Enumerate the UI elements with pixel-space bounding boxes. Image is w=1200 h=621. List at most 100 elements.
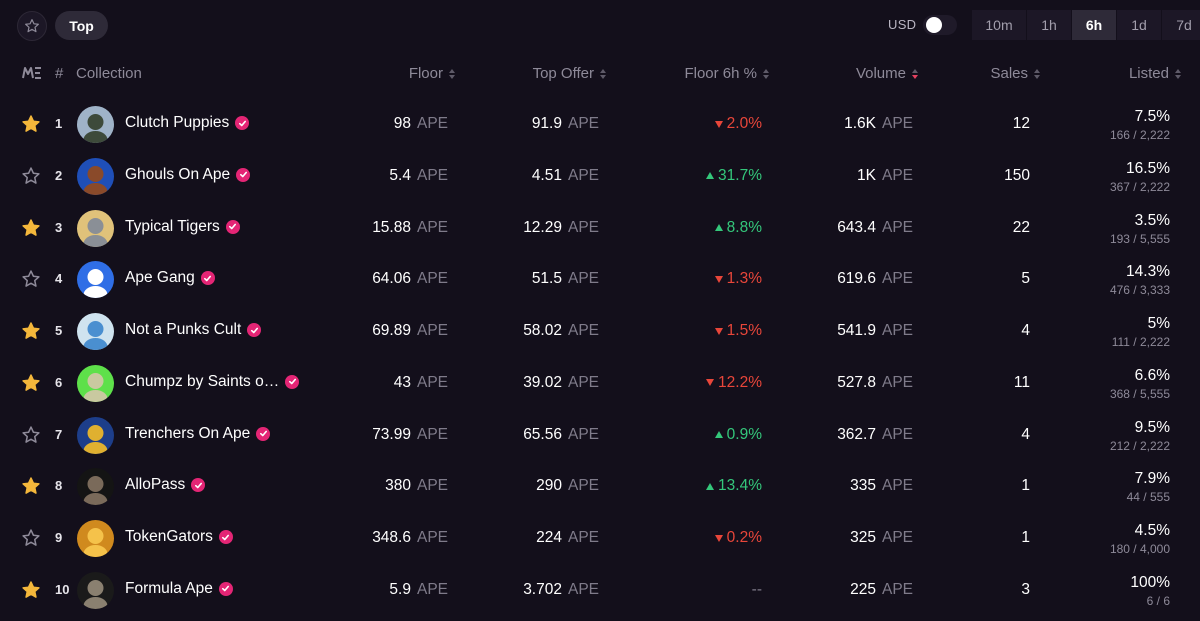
floor-value: 64.06 bbox=[372, 270, 411, 288]
collection-avatar[interactable] bbox=[77, 261, 114, 299]
table-row[interactable]: 1 Clutch Puppies 98 APE 91.9 APE 2.0% 1.6K… bbox=[0, 98, 1200, 150]
favorite-star-icon[interactable] bbox=[21, 580, 41, 600]
favorite-star-icon[interactable] bbox=[21, 373, 41, 393]
column-sales[interactable]: Sales bbox=[990, 65, 1040, 82]
column-floor-change[interactable]: Floor 6h % bbox=[684, 65, 769, 82]
collection-avatar[interactable] bbox=[77, 364, 114, 402]
floor-change: 0.2% bbox=[714, 529, 762, 547]
timeframe-1d[interactable]: 1d bbox=[1117, 10, 1161, 40]
table-row[interactable]: 9 TokenGators 348.6 APE 224 APE 0.2% 325 AP… bbox=[0, 512, 1200, 564]
volume-value: 643.4 bbox=[837, 218, 876, 236]
collection-name-link[interactable]: Chumpz by Saints o… bbox=[125, 373, 300, 391]
collection-name-link[interactable]: Formula Ape bbox=[125, 580, 233, 598]
table-header: # Collection Floor Top Offer Floor 6h % … bbox=[0, 60, 1200, 86]
collection-avatar[interactable] bbox=[77, 571, 114, 609]
column-listed-label: Listed bbox=[1128, 65, 1169, 82]
collection-name-link[interactable]: Clutch Puppies bbox=[125, 114, 250, 132]
table-row[interactable]: 6 Chumpz by Saints o… 43 APE 39.02 APE 12.… bbox=[0, 357, 1200, 409]
listed-percent: 6.6% bbox=[1134, 366, 1170, 384]
volume-value: 541.9 bbox=[837, 322, 876, 339]
collection-name-link[interactable]: Ghouls On Ape bbox=[125, 166, 251, 184]
verified-badge-icon bbox=[256, 426, 271, 441]
table-row[interactable]: 8 AlloPass 380 APE 290 APE 13.4% 335 APE bbox=[0, 460, 1200, 512]
sales-count: 150 bbox=[1004, 166, 1030, 184]
favorite-star-icon[interactable] bbox=[21, 476, 41, 496]
collection-name-link[interactable]: AlloPass bbox=[125, 476, 206, 494]
favorite-star-icon[interactable] bbox=[21, 166, 41, 186]
floor-unit: APE bbox=[416, 270, 448, 288]
sort-desc-icon bbox=[912, 68, 918, 79]
verified-badge-icon bbox=[200, 271, 215, 286]
floor-unit: APE bbox=[416, 477, 448, 495]
volume-value: 335 bbox=[850, 477, 876, 495]
collection-avatar[interactable] bbox=[77, 416, 114, 454]
favorite-star-icon[interactable] bbox=[21, 114, 41, 134]
top-offer: 39.02 APE bbox=[523, 374, 599, 392]
column-floor[interactable]: Floor bbox=[409, 65, 455, 82]
column-sales-label: Sales bbox=[990, 65, 1028, 82]
floor-unit: APE bbox=[416, 425, 448, 443]
column-floor-label: Floor bbox=[408, 65, 443, 82]
volume-unit: APE bbox=[881, 166, 913, 184]
favorite-star-icon[interactable] bbox=[21, 321, 41, 341]
favorites-filter-button[interactable] bbox=[17, 11, 47, 41]
top-offer-value: 224 bbox=[536, 529, 562, 546]
top-offer-value: 91.9 bbox=[531, 115, 562, 132]
volume: 1.6K APE bbox=[844, 115, 913, 133]
top-offer-value: 12.29 bbox=[523, 218, 562, 236]
collection-name-link[interactable]: Not a Punks Cult bbox=[125, 321, 262, 339]
listed: 4.5% 180 / 4,000 bbox=[1110, 522, 1170, 556]
collection-avatar[interactable] bbox=[77, 468, 114, 506]
collection-avatar[interactable] bbox=[77, 520, 114, 557]
floor-value: 15.88 bbox=[372, 218, 411, 236]
favorite-star-icon[interactable] bbox=[21, 528, 41, 548]
volume-unit: APE bbox=[881, 218, 913, 236]
table-row[interactable]: 7 Trenchers On Ape 73.99 APE 65.56 APE 0.9… bbox=[0, 409, 1200, 461]
table-row[interactable]: 5 Not a Punks Cult 69.89 APE 58.02 APE 1.5… bbox=[0, 305, 1200, 357]
table-row[interactable]: 2 Ghouls On Ape 5.4 APE 4.51 APE 31.7% 1K A… bbox=[0, 150, 1200, 202]
timeframe-10m[interactable]: 10m bbox=[972, 10, 1026, 40]
volume-unit: APE bbox=[881, 270, 913, 288]
column-listed[interactable]: Listed bbox=[1129, 65, 1181, 82]
column-top-offer[interactable]: Top Offer bbox=[533, 65, 606, 82]
currency-toggle[interactable] bbox=[923, 15, 957, 35]
top-offer: 12.29 APE bbox=[523, 219, 599, 237]
top-offer: 91.9 APE bbox=[532, 115, 599, 133]
collection-avatar[interactable] bbox=[77, 106, 114, 143]
top-offer-unit: APE bbox=[567, 373, 599, 391]
collection-avatar[interactable] bbox=[77, 209, 114, 247]
favorite-star-icon[interactable] bbox=[21, 425, 41, 445]
favorite-star-icon[interactable] bbox=[21, 218, 41, 238]
listed-percent: 9.5% bbox=[1134, 418, 1170, 436]
floor-price: 98 APE bbox=[394, 115, 448, 133]
floor-change: -- bbox=[752, 581, 762, 599]
table-row[interactable]: 3 Typical Tigers 15.88 APE 12.29 APE 8.8% … bbox=[0, 202, 1200, 254]
verified-badge-icon bbox=[285, 374, 300, 389]
change-arrow-icon bbox=[714, 120, 723, 128]
column-volume[interactable]: Volume bbox=[856, 65, 918, 82]
favorite-star-icon[interactable] bbox=[21, 269, 41, 289]
collection-name-link[interactable]: Typical Tigers bbox=[125, 218, 240, 236]
collection-name-link[interactable]: TokenGators bbox=[125, 528, 233, 546]
volume-value: 1K bbox=[857, 166, 876, 184]
row-rank: 5 bbox=[55, 323, 63, 338]
sort-icon bbox=[600, 68, 606, 79]
collection-avatar[interactable] bbox=[77, 313, 114, 350]
top-offer: 224 APE bbox=[536, 529, 599, 547]
change-arrow-icon bbox=[714, 431, 723, 438]
verified-badge-icon bbox=[191, 478, 206, 493]
collections-table: 1 Clutch Puppies 98 APE 91.9 APE 2.0% 1.6K… bbox=[0, 98, 1200, 616]
floor-value: 5.4 bbox=[389, 166, 411, 184]
top-filter-button[interactable]: Top bbox=[55, 11, 108, 40]
collection-name-link[interactable]: Trenchers On Ape bbox=[125, 425, 271, 443]
table-row[interactable]: 4 Ape Gang 64.06 APE 51.5 APE 1.3% 619.6 AP… bbox=[0, 253, 1200, 305]
collection-avatar[interactable] bbox=[77, 157, 114, 195]
timeframe-6h[interactable]: 6h bbox=[1072, 10, 1116, 40]
collection-name-link[interactable]: Ape Gang bbox=[125, 269, 215, 287]
timeframe-7d[interactable]: 7d bbox=[1162, 10, 1200, 40]
volume: 619.6 APE bbox=[837, 270, 913, 288]
listed: 100% 6 / 6 bbox=[1130, 574, 1170, 608]
floor-value: 43 bbox=[393, 373, 411, 391]
table-row[interactable]: 10 Formula Ape 5.9 APE 3.702 APE -- 225 APE bbox=[0, 564, 1200, 616]
timeframe-1h[interactable]: 1h bbox=[1027, 10, 1071, 40]
